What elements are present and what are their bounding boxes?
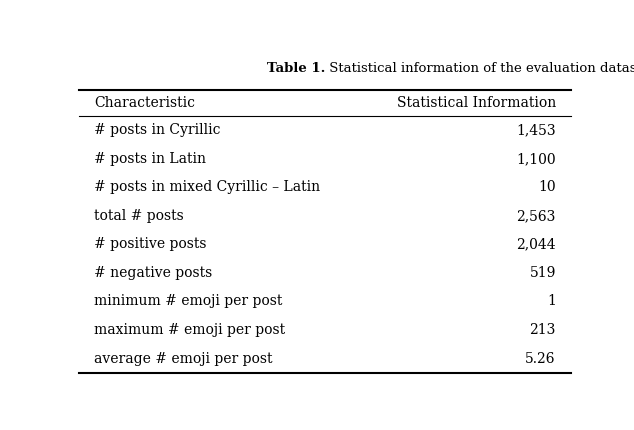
Text: # posts in Cyrillic: # posts in Cyrillic (94, 123, 221, 138)
Text: Characteristic: Characteristic (94, 96, 195, 110)
Text: # posts in Latin: # posts in Latin (94, 152, 206, 166)
Text: 1: 1 (547, 295, 556, 308)
Text: 1,100: 1,100 (516, 152, 556, 166)
Text: 213: 213 (529, 323, 556, 337)
Text: 2,563: 2,563 (517, 209, 556, 223)
Text: Statistical information of the evaluation dataset.: Statistical information of the evaluatio… (325, 61, 634, 74)
Text: 5.26: 5.26 (526, 351, 556, 366)
Text: # positive posts: # positive posts (94, 237, 207, 252)
Text: total # posts: total # posts (94, 209, 184, 223)
Text: 10: 10 (538, 181, 556, 194)
Text: maximum # emoji per post: maximum # emoji per post (94, 323, 285, 337)
Text: Statistical Information: Statistical Information (397, 96, 556, 110)
Text: average # emoji per post: average # emoji per post (94, 351, 273, 366)
Text: # posts in mixed Cyrillic – Latin: # posts in mixed Cyrillic – Latin (94, 181, 320, 194)
Text: Table 1.: Table 1. (266, 61, 325, 74)
Text: 519: 519 (529, 266, 556, 280)
Text: 2,044: 2,044 (516, 237, 556, 252)
Text: minimum # emoji per post: minimum # emoji per post (94, 295, 282, 308)
Text: # negative posts: # negative posts (94, 266, 212, 280)
Text: 1,453: 1,453 (516, 123, 556, 138)
